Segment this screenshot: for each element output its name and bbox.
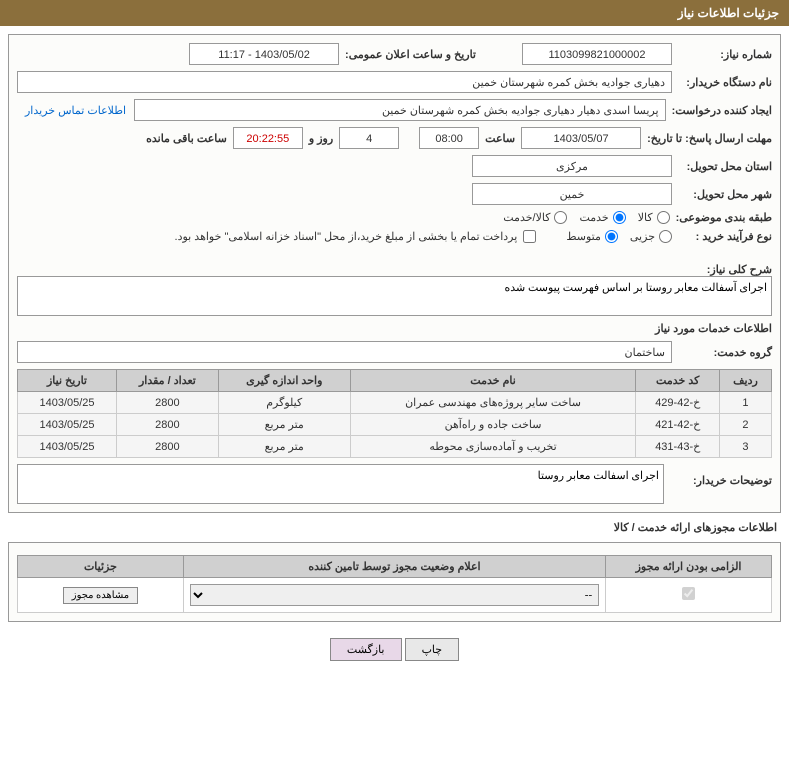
radio-both-label: کالا/خدمت bbox=[503, 211, 550, 224]
need-number-label: شماره نیاز: bbox=[672, 48, 772, 61]
summary-textarea bbox=[17, 276, 772, 316]
group-label: گروه خدمت: bbox=[672, 346, 772, 359]
deadline-date-field: 1403/05/07 bbox=[521, 127, 641, 149]
cell-code: خ-42-421 bbox=[636, 414, 720, 436]
cell-name: ساخت جاده و راه‌آهن bbox=[350, 414, 636, 436]
radio-medium[interactable] bbox=[605, 230, 618, 243]
buyer-field: دهیاری جوادیه بخش کمره شهرستان خمین bbox=[17, 71, 672, 93]
th-date: تاریخ نیاز bbox=[18, 370, 117, 392]
city-label: شهر محل تحویل: bbox=[672, 188, 772, 201]
days-label: روز و bbox=[303, 132, 339, 145]
licenses-panel: الزامی بودن ارائه مجوز اعلام وضعیت مجوز … bbox=[8, 542, 781, 622]
cell-name: ساخت سایر پروژه‌های مهندسی عمران bbox=[350, 392, 636, 414]
cell-qty: 2800 bbox=[117, 392, 219, 414]
table-row: 2 خ-42-421 ساخت جاده و راه‌آهن متر مربع … bbox=[18, 414, 772, 436]
th-details: جزئیات bbox=[18, 556, 184, 578]
countdown-field: 20:22:55 bbox=[233, 127, 303, 149]
cell-qty: 2800 bbox=[117, 414, 219, 436]
services-info-title: اطلاعات خدمات مورد نیاز bbox=[17, 322, 772, 335]
licenses-section-title: اطلاعات مجوزهای ارائه خدمت / کالا bbox=[12, 521, 777, 534]
requester-label: ایجاد کننده درخواست: bbox=[666, 104, 772, 117]
page-title: جزئیات اطلاعات نیاز bbox=[678, 6, 779, 20]
category-radio-group: کالا خدمت کالا/خدمت bbox=[503, 211, 669, 224]
deadline-time-field: 08:00 bbox=[419, 127, 479, 149]
radio-both[interactable] bbox=[554, 211, 567, 224]
status-select[interactable]: -- bbox=[190, 584, 599, 606]
th-code: کد خدمت bbox=[636, 370, 720, 392]
radio-medium-label: متوسط bbox=[566, 230, 601, 243]
services-table: ردیف کد خدمت نام خدمت واحد اندازه گیری ت… bbox=[17, 369, 772, 458]
cell-name: تخریب و آماده‌سازی محوطه bbox=[350, 436, 636, 458]
group-field: ساختمان bbox=[17, 341, 672, 363]
province-label: استان محل تحویل: bbox=[672, 160, 772, 173]
radio-partial[interactable] bbox=[659, 230, 672, 243]
view-license-button[interactable]: مشاهده مجوز bbox=[63, 587, 138, 604]
cell-n: 2 bbox=[719, 414, 771, 436]
th-qty: تعداد / مقدار bbox=[117, 370, 219, 392]
radio-goods[interactable] bbox=[657, 211, 670, 224]
th-unit: واحد اندازه گیری bbox=[218, 370, 350, 392]
th-row: ردیف bbox=[719, 370, 771, 392]
deadline-label: مهلت ارسال پاسخ: تا تاریخ: bbox=[641, 132, 772, 145]
publish-date-field: 1403/05/02 - 11:17 bbox=[189, 43, 339, 65]
licenses-table: الزامی بودن ارائه مجوز اعلام وضعیت مجوز … bbox=[17, 555, 772, 613]
radio-partial-label: جزیی bbox=[630, 230, 655, 243]
license-row: -- مشاهده مجوز bbox=[18, 578, 772, 613]
cell-code: خ-42-429 bbox=[636, 392, 720, 414]
cell-n: 3 bbox=[719, 436, 771, 458]
category-label: طبقه بندی موضوعی: bbox=[670, 211, 772, 224]
cell-code: خ-43-431 bbox=[636, 436, 720, 458]
print-button[interactable]: چاپ bbox=[405, 638, 460, 661]
button-row: چاپ بازگشت bbox=[0, 630, 789, 669]
page-header: جزئیات اطلاعات نیاز bbox=[0, 0, 789, 26]
need-number-field: 1103099821000002 bbox=[522, 43, 672, 65]
buyer-label: نام دستگاه خریدار: bbox=[672, 76, 772, 89]
need-details-panel: شماره نیاز: 1103099821000002 تاریخ و ساع… bbox=[8, 34, 781, 513]
cell-date: 1403/05/25 bbox=[18, 392, 117, 414]
cell-unit: کیلوگرم bbox=[218, 392, 350, 414]
payment-note: پرداخت تمام یا بخشی از مبلغ خرید،از محل … bbox=[175, 230, 518, 243]
mandatory-checkbox bbox=[682, 587, 695, 600]
radio-service-label: خدمت bbox=[579, 211, 608, 224]
table-row: 1 خ-42-429 ساخت سایر پروژه‌های مهندسی عم… bbox=[18, 392, 772, 414]
radio-service[interactable] bbox=[613, 211, 626, 224]
city-field: خمین bbox=[472, 183, 672, 205]
table-row: 3 خ-43-431 تخریب و آماده‌سازی محوطه متر … bbox=[18, 436, 772, 458]
cell-date: 1403/05/25 bbox=[18, 414, 117, 436]
province-field: مرکزی bbox=[472, 155, 672, 177]
radio-goods-label: کالا bbox=[638, 211, 653, 224]
time-label: ساعت bbox=[479, 132, 521, 145]
process-radio-group: جزیی متوسط bbox=[566, 230, 672, 243]
th-mandatory: الزامی بودن ارائه مجوز bbox=[606, 556, 772, 578]
remaining-label: ساعت باقی مانده bbox=[140, 132, 233, 145]
publish-date-label: تاریخ و ساعت اعلان عمومی: bbox=[339, 48, 482, 61]
cell-qty: 2800 bbox=[117, 436, 219, 458]
days-field: 4 bbox=[339, 127, 399, 149]
requester-field: پریسا اسدی دهیار دهیاری جوادیه بخش کمره … bbox=[134, 99, 666, 121]
contact-link[interactable]: اطلاعات تماس خریدار bbox=[17, 104, 134, 117]
payment-checkbox[interactable] bbox=[523, 230, 536, 243]
cell-unit: متر مربع bbox=[218, 414, 350, 436]
summary-label: شرح کلی نیاز: bbox=[672, 263, 772, 276]
th-name: نام خدمت bbox=[350, 370, 636, 392]
cell-unit: متر مربع bbox=[218, 436, 350, 458]
buyer-notes-textarea bbox=[17, 464, 664, 504]
process-label: نوع فرآیند خرید : bbox=[672, 230, 772, 243]
buyer-notes-label: توضیحات خریدار: bbox=[672, 464, 772, 487]
cell-n: 1 bbox=[719, 392, 771, 414]
cell-date: 1403/05/25 bbox=[18, 436, 117, 458]
th-status: اعلام وضعیت مجوز توسط تامین کننده bbox=[183, 556, 605, 578]
back-button[interactable]: بازگشت bbox=[330, 638, 402, 661]
